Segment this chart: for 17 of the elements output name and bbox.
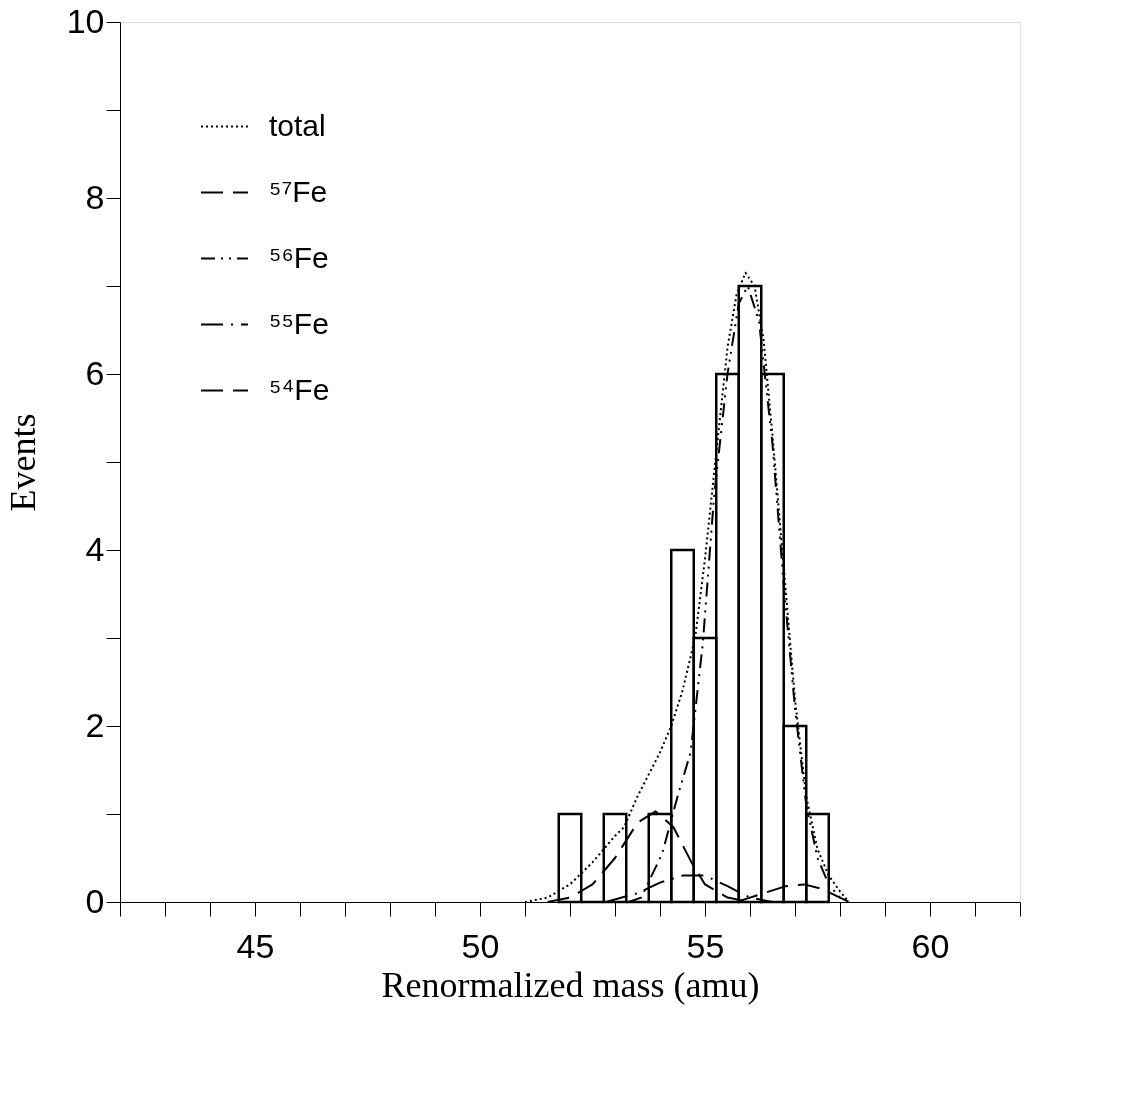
y-tick-label: 0	[85, 881, 105, 920]
y-axis-title: Events	[2, 413, 43, 512]
x-tick-label: 60	[911, 926, 950, 965]
y-tick-label: 10	[66, 1, 105, 40]
x-tick-label: 55	[686, 926, 725, 965]
legend-label: ⁵⁴Fe	[269, 372, 330, 406]
x-tick-label: 45	[236, 926, 275, 965]
legend-label: ⁵⁶Fe	[269, 240, 329, 274]
legend-label: ⁵⁷Fe	[269, 174, 328, 208]
legend-label: total	[269, 108, 326, 142]
x-axis-title: Renormalized mass (amu)	[381, 964, 760, 1005]
y-tick-label: 6	[85, 353, 105, 392]
x-tick-label: 50	[461, 926, 500, 965]
y-tick-label: 4	[85, 529, 105, 568]
y-tick-label: 2	[85, 705, 105, 744]
legend-label: ⁵⁵Fe	[269, 306, 329, 340]
y-tick-label: 8	[85, 177, 105, 216]
